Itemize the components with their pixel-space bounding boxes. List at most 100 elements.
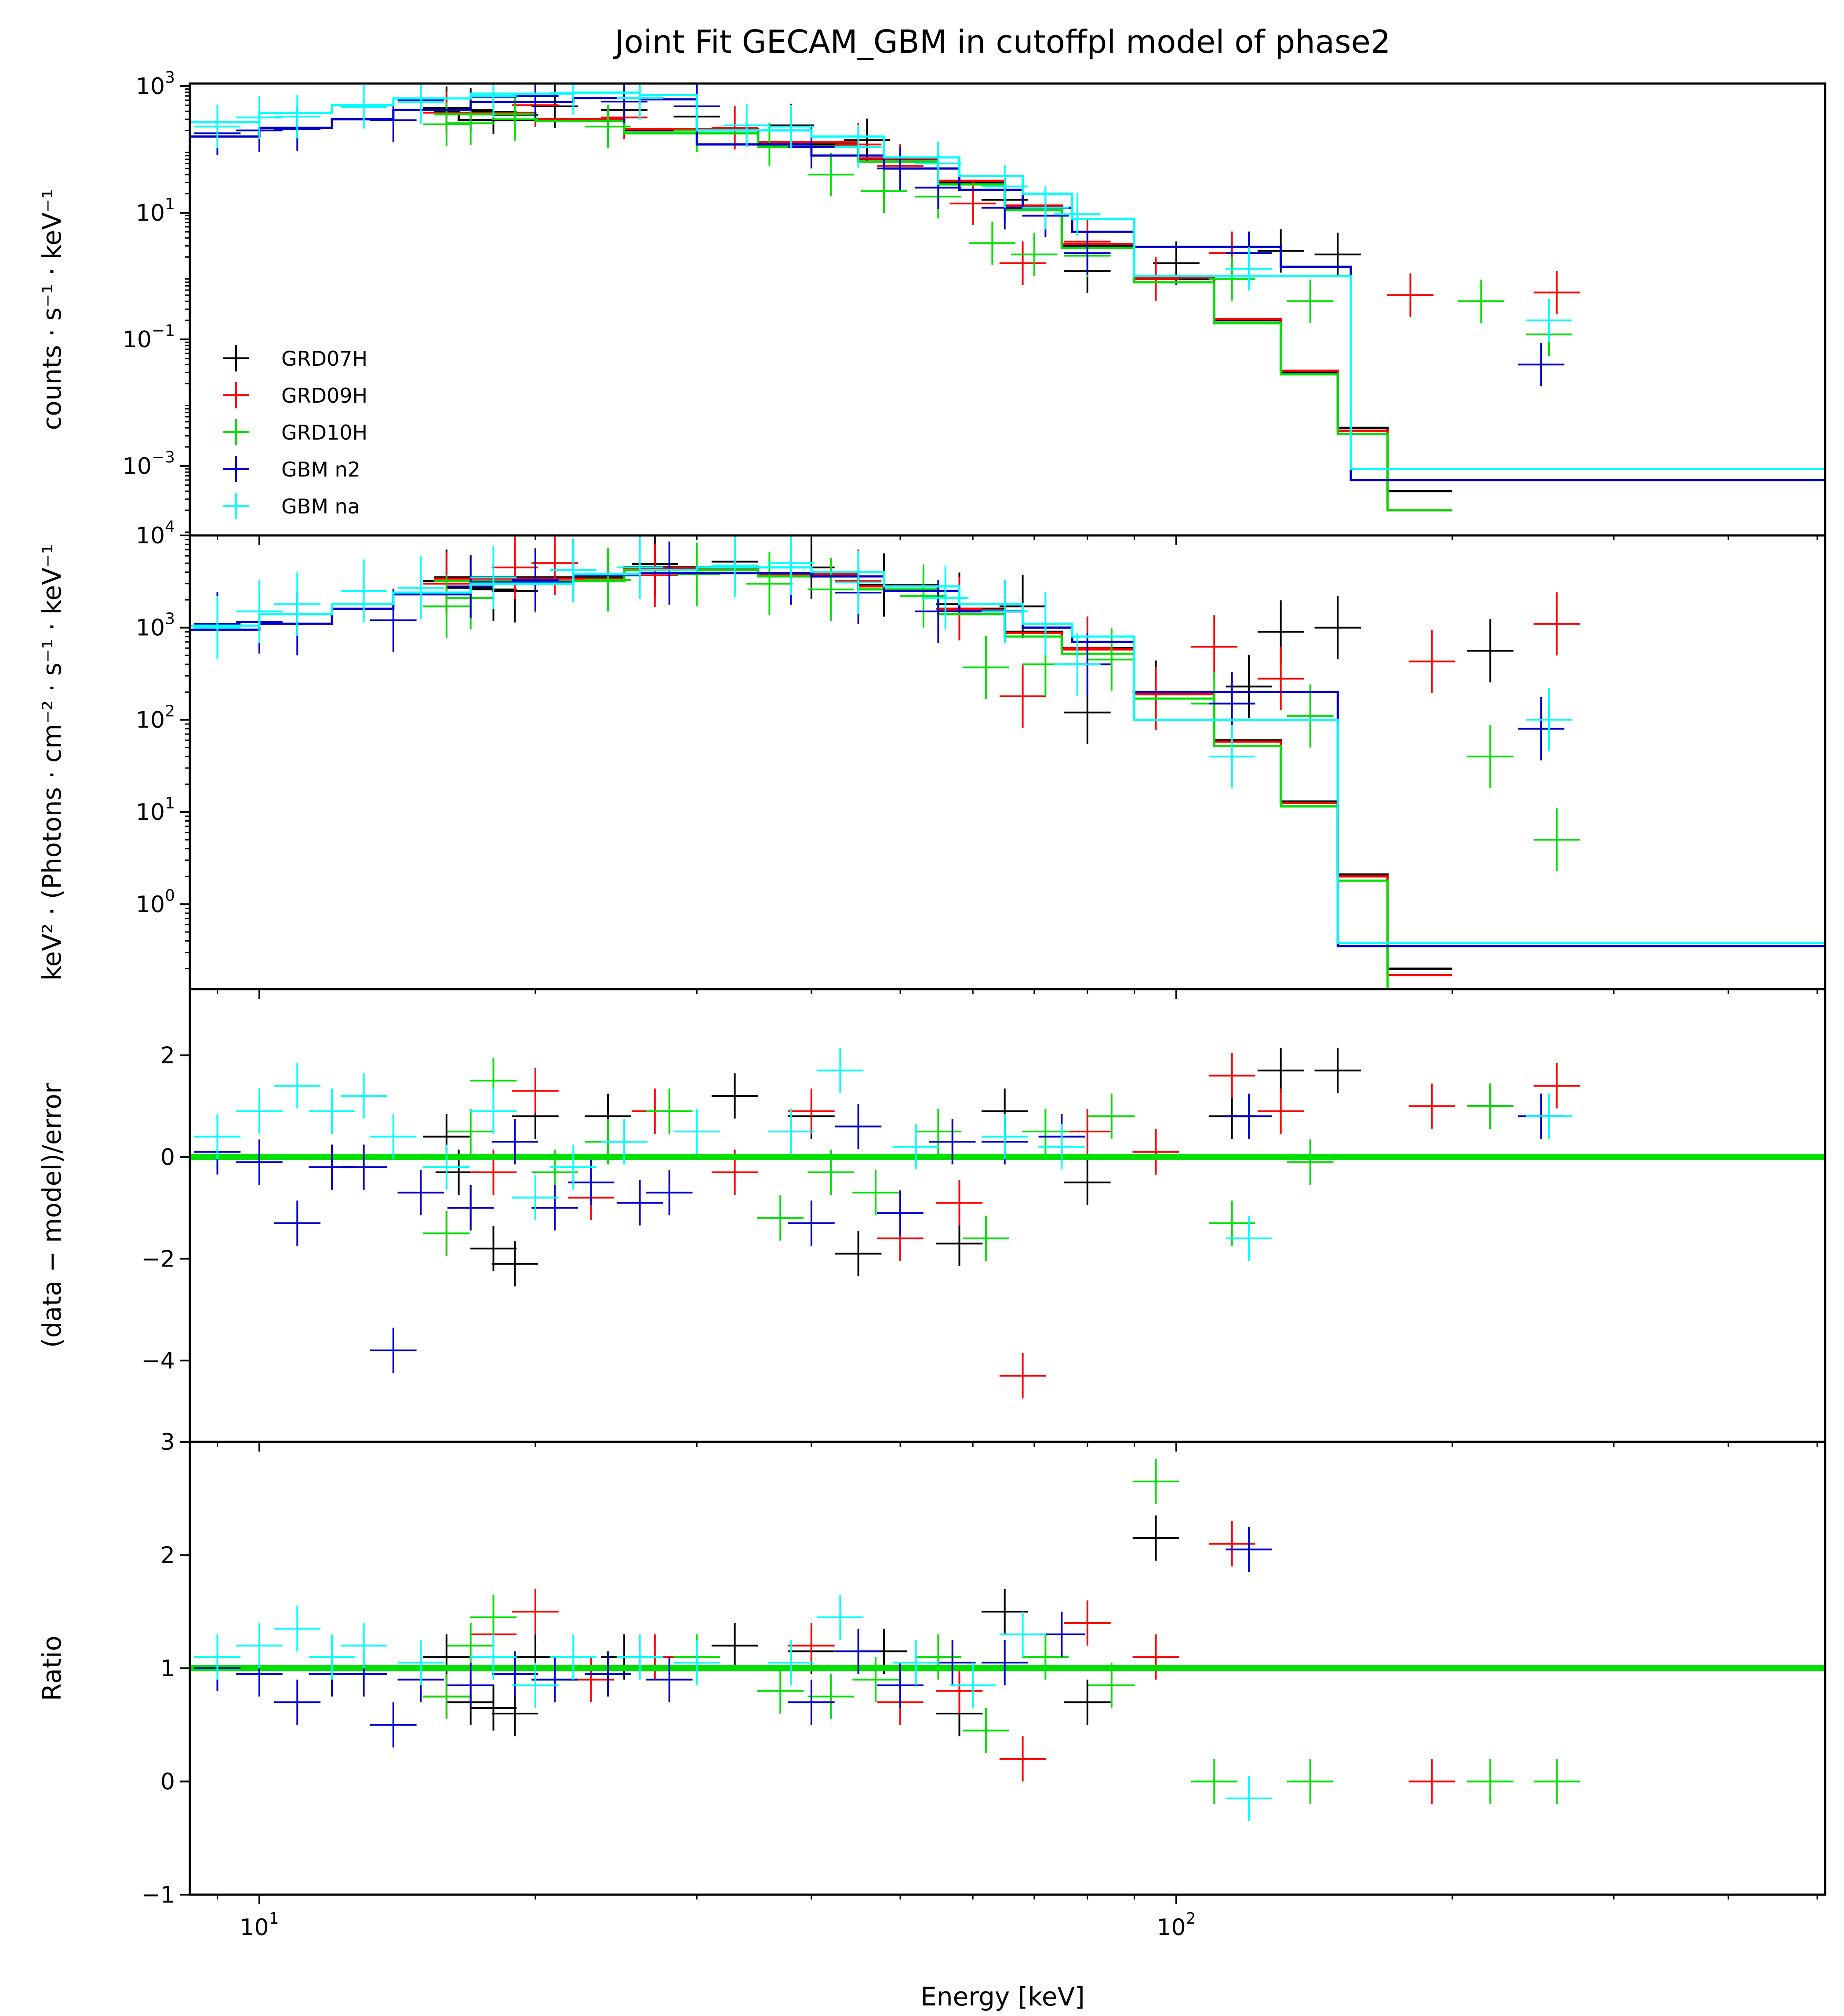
series-gbm-na-unfolded — [190, 535, 1825, 944]
data-point — [423, 1211, 470, 1256]
data-point — [999, 1612, 1046, 1657]
data-point — [877, 147, 924, 190]
data-point — [194, 1634, 241, 1680]
data-point — [999, 665, 1046, 728]
data-point — [852, 1657, 899, 1703]
data-point — [1088, 628, 1135, 691]
y-tick-label: 103 — [136, 69, 175, 100]
data-point — [1132, 257, 1179, 301]
y-tick-label: 0 — [160, 1769, 175, 1795]
data-point — [194, 105, 241, 149]
data-point — [1208, 725, 1255, 788]
y-tick-label: 10−3 — [123, 448, 175, 480]
data-point — [807, 1674, 854, 1719]
data-point — [274, 95, 321, 138]
data-point — [1526, 688, 1572, 752]
legend-marker — [223, 419, 249, 445]
data-point — [915, 142, 962, 186]
data-point — [1022, 592, 1069, 655]
y-tick-label: 101 — [136, 794, 175, 826]
legend-item: GRD10H — [223, 419, 367, 445]
data-point — [835, 550, 882, 614]
legend-label: GRD09H — [281, 384, 367, 408]
data-point — [807, 153, 854, 197]
data-point — [999, 1736, 1046, 1782]
legend-label: GRD10H — [281, 421, 367, 444]
plot-area-unfolded — [190, 535, 1825, 989]
data-point — [915, 1634, 962, 1680]
data-point — [470, 84, 517, 118]
data-point — [1208, 1521, 1255, 1567]
data-point — [585, 548, 631, 611]
y-tick-label: 0 — [160, 1144, 175, 1171]
x-tick-label: 101 — [240, 1910, 279, 1941]
data-point — [1257, 1088, 1304, 1134]
data-point — [646, 1170, 693, 1215]
data-point — [274, 572, 321, 636]
data-point — [585, 1651, 631, 1697]
data-point — [999, 1353, 1046, 1399]
data-point — [1526, 298, 1572, 342]
data-point — [470, 1634, 517, 1680]
data-point — [1064, 1109, 1111, 1154]
data-point — [550, 539, 596, 602]
chart-title: Joint Fit GECAM_GBM in cutoffpl model of… — [613, 23, 1390, 60]
data-point — [788, 1623, 835, 1668]
data-point — [817, 1048, 864, 1093]
data-point — [236, 1139, 283, 1185]
data-point — [757, 1668, 804, 1714]
data-point — [963, 636, 1009, 699]
data-point — [817, 1594, 864, 1640]
y-tick-label: −4 — [141, 1348, 175, 1374]
data-point — [370, 1702, 417, 1748]
data-point — [963, 1215, 1009, 1261]
data-point — [767, 1640, 815, 1685]
data-point — [1533, 1063, 1580, 1109]
legend-item: GRD07H — [223, 345, 367, 371]
data-point — [585, 105, 631, 149]
plot-area-counts — [190, 84, 1825, 512]
y-tick-label: 2 — [160, 1042, 175, 1069]
data-point — [1054, 192, 1101, 236]
data-point — [1132, 1515, 1179, 1561]
data-point — [757, 1195, 804, 1241]
data-point — [423, 1674, 470, 1719]
data-point — [601, 1119, 647, 1164]
y-tick-label: 100 — [136, 887, 175, 918]
data-point — [512, 1663, 559, 1708]
data-point — [616, 1634, 663, 1680]
data-point — [1011, 233, 1058, 276]
data-point — [340, 1623, 387, 1668]
data-point — [1064, 1600, 1111, 1646]
data-point — [936, 1668, 983, 1714]
data-point — [1518, 697, 1564, 761]
data-point — [550, 84, 596, 115]
y-tick-label: −1 — [141, 1882, 175, 1908]
data-point — [274, 1606, 321, 1652]
data-point — [1257, 647, 1304, 710]
data-point — [1287, 1139, 1334, 1185]
model-line-gbm-na — [190, 566, 1825, 944]
legend-item: GBM n2 — [223, 456, 360, 482]
data-point — [1467, 1759, 1514, 1804]
data-point — [1257, 1048, 1304, 1093]
data-point — [767, 105, 815, 149]
data-point — [370, 1328, 417, 1373]
y-tick-label: 102 — [136, 702, 175, 733]
data-point — [550, 1634, 596, 1680]
data-point — [969, 222, 1016, 265]
data-point — [767, 535, 815, 595]
data-point — [274, 1063, 321, 1109]
data-point — [470, 1594, 517, 1640]
data-point — [512, 84, 559, 118]
x-axis-label: Energy [keV] — [920, 1982, 1085, 2012]
data-point — [949, 1663, 996, 1708]
y-tick-label: 101 — [136, 195, 175, 226]
y-axis-label-residual: (data − model)/error — [37, 1083, 67, 1348]
data-point — [423, 575, 470, 638]
data-point — [892, 1640, 939, 1685]
data-point — [423, 1144, 470, 1190]
x-axis: 101 102 — [240, 1910, 1196, 1941]
